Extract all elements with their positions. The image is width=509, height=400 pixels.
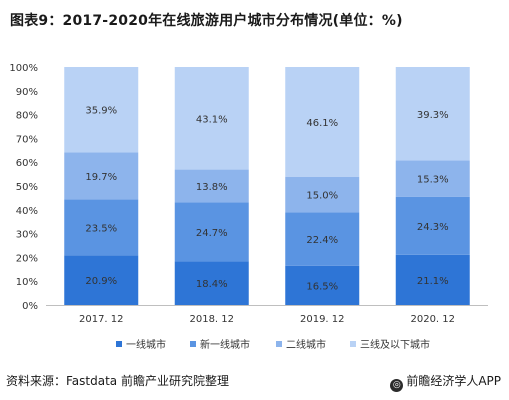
data-label: 22.4% [306,235,338,246]
data-label: 15.0% [306,191,338,202]
data-label: 15.3% [417,175,449,186]
y-tick-label: 80% [16,111,38,122]
chart-title: 图表9：2017-2020年在线旅游用户城市分布情况(单位：%) [10,13,403,29]
y-tick-label: 90% [16,87,38,98]
data-label: 23.5% [85,223,117,234]
brand-credit: ◎ 前瞻经济学人APP [390,372,501,392]
x-tick-label: 2017. 12 [79,314,124,325]
legend-label: 新一线城市 [200,338,250,351]
x-tick-label: 2018. 12 [189,314,234,325]
data-label: 39.3% [417,110,449,121]
y-tick-label: 60% [16,158,38,169]
bar-segment [64,199,139,256]
legend-swatch [276,341,282,347]
bar-segment [174,202,249,262]
bar-segment [395,196,470,255]
bar-segment [285,212,360,266]
x-tick-label: 2020. 12 [410,314,455,325]
bar-segment [64,255,139,305]
data-label: 24.3% [417,222,449,233]
bar-segment [395,160,470,197]
brand-name: 前瞻经济学人APP [406,374,501,388]
y-tick-label: 100% [9,63,38,74]
bar-segment [64,152,139,200]
bar-segment [64,67,139,153]
data-label: 21.1% [417,276,449,287]
bar-segment [174,67,249,170]
x-tick-label: 2019. 12 [300,314,345,325]
legend-label: 一线城市 [126,338,166,351]
data-label: 18.4% [196,279,228,290]
data-label: 35.9% [85,106,117,117]
legend-swatch [190,341,196,347]
data-label: 19.7% [85,172,117,183]
y-tick-label: 50% [16,182,38,193]
legend-label: 二线城市 [286,338,326,351]
y-tick-label: 10% [16,277,38,288]
data-label: 16.5% [306,281,338,292]
bar-segment [285,176,360,213]
y-tick-label: 70% [16,134,38,145]
data-label: 43.1% [196,114,228,125]
y-tick-label: 40% [16,206,38,217]
bar-segment [285,67,360,177]
y-tick-label: 30% [16,230,38,241]
data-label: 46.1% [306,118,338,129]
data-label: 13.8% [196,182,228,193]
bar-segment [395,67,470,161]
legend-swatch [350,341,356,347]
bar-segment [285,265,360,305]
y-tick-label: 0% [22,301,38,312]
brand-logo-icon: ◎ [390,379,404,392]
bar-segment [395,254,470,305]
legend-swatch [116,341,122,347]
bar-segment [174,169,249,203]
bar-segment [174,261,249,305]
data-label: 20.9% [85,276,117,287]
legend-label: 三线及以下城市 [360,338,430,351]
data-label: 24.7% [196,228,228,239]
y-tick-label: 20% [16,253,38,264]
source-note: 资料来源：Fastdata 前瞻产业研究院整理 [6,374,229,388]
